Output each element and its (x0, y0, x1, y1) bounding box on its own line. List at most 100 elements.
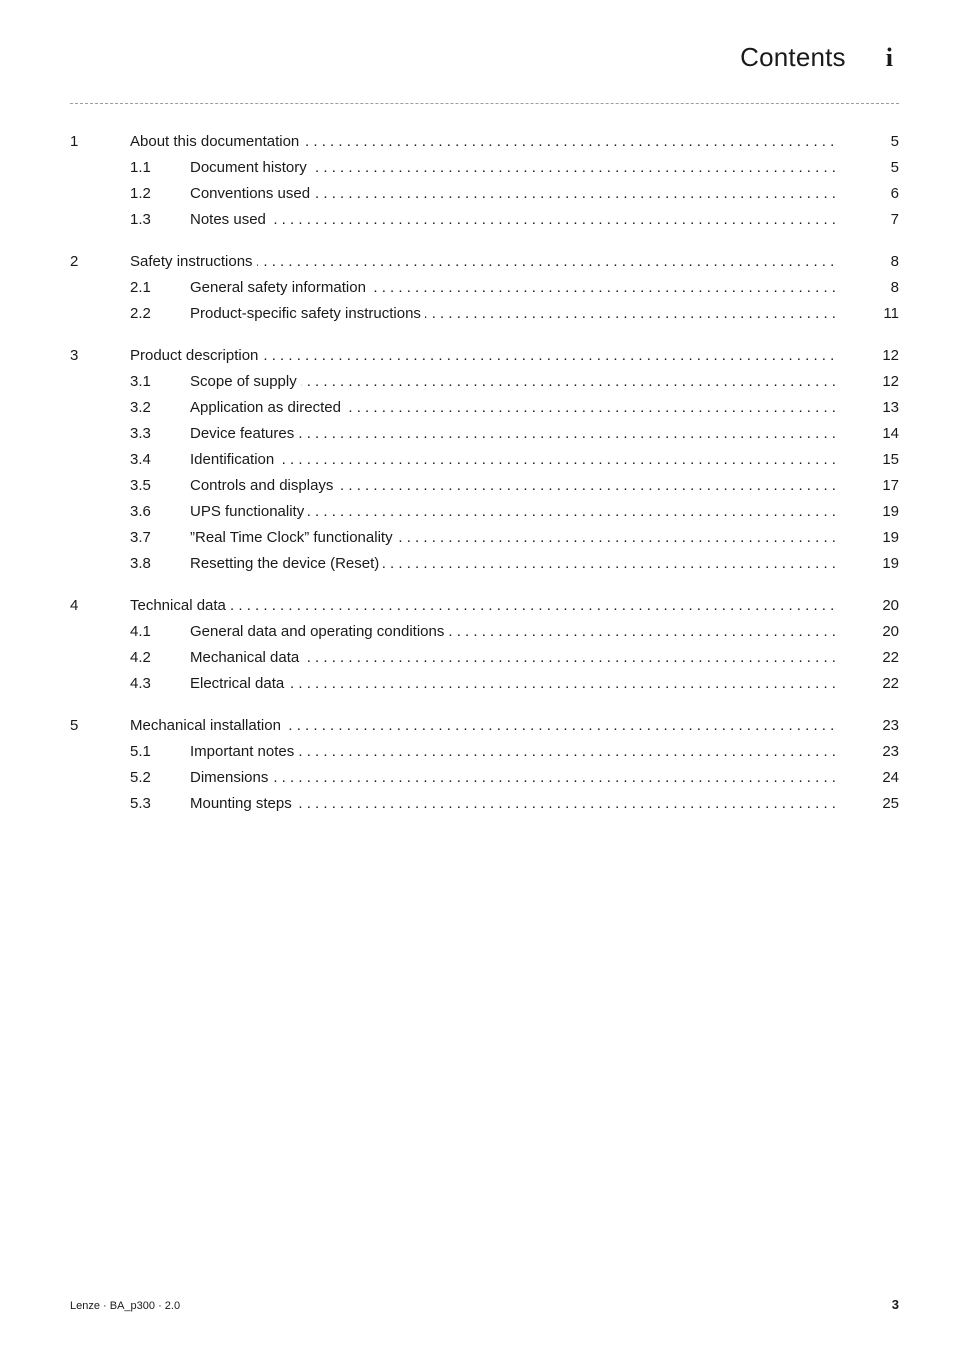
toc-section-row: 5.1Important notes 23 (70, 738, 899, 764)
toc-chapter-number: 1 (70, 134, 130, 149)
page-footer: Lenze · BA_p300 · 2.0 3 (70, 1297, 899, 1312)
header-divider (70, 103, 899, 104)
toc-section-page: 22 (835, 676, 899, 691)
toc-chapter-title: About this documentation (130, 134, 835, 149)
toc-section-row: 4.2Mechanical data 22 (70, 644, 899, 670)
toc-section-title: Mounting steps (190, 796, 835, 811)
toc-section-page: 20 (835, 624, 899, 639)
toc-section-title: General data and operating conditions (190, 624, 835, 639)
toc-chapter-row: 3Product description 12 (70, 342, 899, 368)
toc-chapter-number: 5 (70, 718, 130, 733)
toc-chapter-row: 5Mechanical installation 23 (70, 712, 899, 738)
toc-section-number: 3.6 (130, 504, 190, 519)
toc-section-row: 3.5Controls and displays 17 (70, 472, 899, 498)
toc-section-page: 13 (835, 400, 899, 415)
toc-chapter-title: Safety instructions (130, 254, 835, 269)
toc-section-page: 19 (835, 504, 899, 519)
toc-section-number: 3.3 (130, 426, 190, 441)
toc-section-page: 19 (835, 556, 899, 571)
toc-section-page: 15 (835, 452, 899, 467)
toc-section-row: 1.1Document history 5 (70, 154, 899, 180)
toc-section-number: 2.1 (130, 280, 190, 295)
toc-section-title: Device features (190, 426, 835, 441)
toc-section-page: 8 (835, 280, 899, 295)
toc-section-row: 4.3Electrical data 22 (70, 670, 899, 696)
toc-section-number: 3.5 (130, 478, 190, 493)
toc-section-row: 3.2Application as directed 13 (70, 394, 899, 420)
toc-section-title: Mechanical data (190, 650, 835, 665)
toc-section-title: Scope of supply (190, 374, 835, 389)
toc-section-page: 14 (835, 426, 899, 441)
toc-section-row: 3.6UPS functionality 19 (70, 498, 899, 524)
toc-section-number: 5.2 (130, 770, 190, 785)
toc-section-title: Important notes (190, 744, 835, 759)
header-mark: i (886, 43, 893, 73)
toc-section-number: 3.8 (130, 556, 190, 571)
toc-section-row: 1.3Notes used 7 (70, 206, 899, 232)
toc-section-row: 3.4Identification 15 (70, 446, 899, 472)
toc-section-page: 11 (835, 306, 899, 321)
toc-chapter-page: 23 (835, 718, 899, 733)
header-title: Contents (740, 42, 846, 73)
toc-chapter-title: Mechanical installation (130, 718, 835, 733)
toc-section-page: 5 (835, 160, 899, 175)
toc-chapter-page: 8 (835, 254, 899, 269)
toc-section-number: 5.1 (130, 744, 190, 759)
toc-section-title: Dimensions (190, 770, 835, 785)
toc-section-number: 4.1 (130, 624, 190, 639)
toc-section-row: 3.8Resetting the device (Reset) 19 (70, 550, 899, 576)
toc-section-number: 2.2 (130, 306, 190, 321)
footer-left: Lenze · BA_p300 · 2.0 (70, 1300, 180, 1312)
toc-section-number: 3.4 (130, 452, 190, 467)
toc-section-row: 3.3Device features 14 (70, 420, 899, 446)
toc-section-number: 4.3 (130, 676, 190, 691)
page-header: Contents i (70, 42, 899, 73)
toc-chapter-page: 5 (835, 134, 899, 149)
table-of-contents: 1About this documentation 51.1Document h… (70, 128, 899, 816)
toc-section-title: Product-specific safety instructions (190, 306, 835, 321)
toc-section-title: ”Real Time Clock” functionality (190, 530, 835, 545)
toc-section-row: 2.2Product-specific safety instructions … (70, 300, 899, 326)
toc-section-title: Application as directed (190, 400, 835, 415)
toc-section-title: Electrical data (190, 676, 835, 691)
toc-section-number: 4.2 (130, 650, 190, 665)
toc-section-row: 1.2Conventions used 6 (70, 180, 899, 206)
toc-section-page: 23 (835, 744, 899, 759)
toc-section-row: 2.1General safety information 8 (70, 274, 899, 300)
toc-section-row: 5.2Dimensions 24 (70, 764, 899, 790)
toc-section-page: 19 (835, 530, 899, 545)
toc-chapter-number: 3 (70, 348, 130, 363)
toc-chapter-row: 4Technical data 20 (70, 592, 899, 618)
toc-section-number: 1.3 (130, 212, 190, 227)
toc-chapter-number: 4 (70, 598, 130, 613)
toc-section-title: Conventions used (190, 186, 835, 201)
toc-section-title: UPS functionality (190, 504, 835, 519)
toc-section-number: 1.1 (130, 160, 190, 175)
toc-section-number: 5.3 (130, 796, 190, 811)
toc-section-title: Notes used (190, 212, 835, 227)
toc-chapter-title: Product description (130, 348, 835, 363)
toc-section-number: 3.1 (130, 374, 190, 389)
toc-section-page: 22 (835, 650, 899, 665)
toc-section-number: 1.2 (130, 186, 190, 201)
toc-section-number: 3.7 (130, 530, 190, 545)
toc-section-page: 25 (835, 796, 899, 811)
toc-chapter-row: 2Safety instructions 8 (70, 248, 899, 274)
toc-section-row: 5.3Mounting steps 25 (70, 790, 899, 816)
toc-chapter-page: 20 (835, 598, 899, 613)
toc-section-page: 7 (835, 212, 899, 227)
toc-chapter-title: Technical data (130, 598, 835, 613)
toc-section-number: 3.2 (130, 400, 190, 415)
toc-section-title: Controls and displays (190, 478, 835, 493)
toc-chapter-page: 12 (835, 348, 899, 363)
toc-section-page: 6 (835, 186, 899, 201)
toc-section-title: General safety information (190, 280, 835, 295)
toc-section-title: Resetting the device (Reset) (190, 556, 835, 571)
toc-section-row: 3.7”Real Time Clock” functionality 19 (70, 524, 899, 550)
toc-section-page: 12 (835, 374, 899, 389)
toc-section-row: 3.1Scope of supply 12 (70, 368, 899, 394)
toc-chapter-number: 2 (70, 254, 130, 269)
footer-page-number: 3 (892, 1297, 899, 1312)
toc-section-page: 24 (835, 770, 899, 785)
toc-section-title: Document history (190, 160, 835, 175)
